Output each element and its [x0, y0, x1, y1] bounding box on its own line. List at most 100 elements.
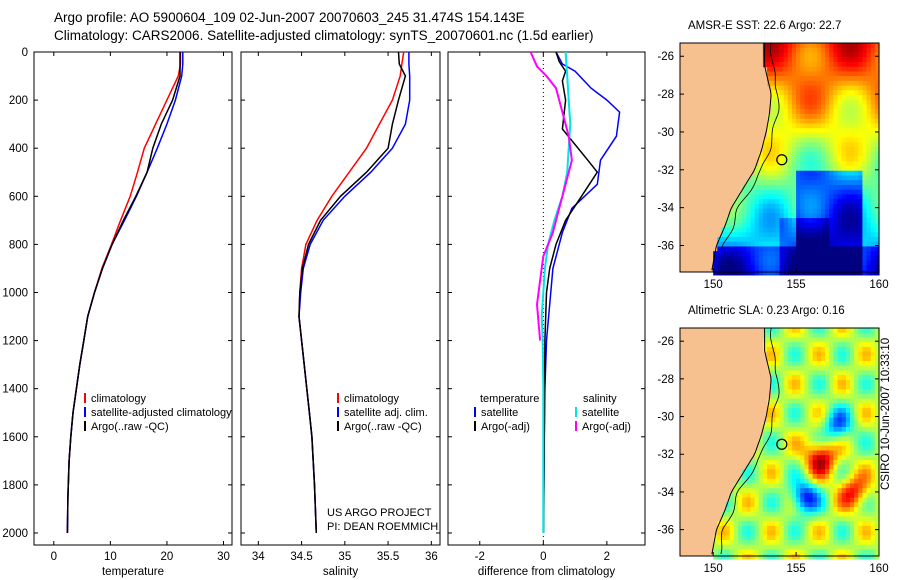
map-cell — [849, 398, 855, 404]
map-cell — [870, 393, 876, 400]
map-cell — [845, 227, 851, 233]
map-cell — [858, 118, 864, 125]
map-cell — [812, 246, 818, 252]
map-cell — [812, 147, 818, 153]
map-cell — [841, 360, 847, 367]
map-cell — [750, 213, 756, 219]
map-cell — [829, 384, 834, 390]
map-cell — [771, 351, 776, 357]
map-cell — [820, 137, 826, 143]
map-cell — [767, 128, 772, 134]
map-cell — [854, 85, 859, 91]
map-cell — [779, 113, 785, 120]
map-cell — [820, 232, 826, 238]
map-cell — [775, 483, 781, 489]
map-cell — [758, 554, 764, 560]
map-cell — [874, 246, 880, 252]
map-cell — [758, 255, 764, 262]
map-cell — [862, 342, 868, 348]
map-cell — [812, 445, 818, 452]
map-cell — [804, 365, 810, 371]
map-cell — [733, 497, 739, 503]
map-cell — [779, 516, 785, 522]
map-cell — [750, 241, 756, 248]
map-cell — [796, 459, 801, 466]
map-cell — [841, 161, 847, 167]
map-cell — [767, 554, 772, 560]
map-cell — [837, 128, 843, 134]
map-cell — [771, 71, 776, 77]
map-cell — [825, 76, 830, 82]
map-cell — [767, 521, 772, 527]
map-cell — [825, 227, 830, 233]
map-cell — [758, 194, 764, 200]
map-cell — [750, 478, 756, 485]
map-cell — [779, 241, 785, 248]
map-cell — [725, 521, 731, 527]
map-cell — [771, 342, 776, 348]
map-cell — [783, 95, 789, 101]
map-cell — [804, 412, 810, 419]
map-cell — [816, 175, 822, 181]
map-cell — [787, 365, 793, 371]
map-cell — [812, 384, 818, 390]
map-cell — [812, 398, 818, 404]
map-cell — [771, 450, 776, 456]
map-cell — [858, 521, 864, 527]
map-cell — [791, 61, 797, 68]
map-cell — [849, 76, 855, 82]
map-cell — [800, 128, 805, 134]
map-cell — [825, 502, 830, 508]
map-cell — [837, 132, 843, 139]
map-cell — [717, 539, 723, 546]
map-cell — [804, 469, 810, 475]
map-cell — [816, 199, 822, 205]
map-cell — [841, 346, 847, 353]
map-cell — [771, 370, 776, 376]
map-cell — [874, 142, 880, 148]
map-cell — [804, 455, 810, 461]
map-cell — [849, 393, 855, 400]
map-cell — [849, 478, 855, 485]
map-cell — [767, 483, 772, 489]
map-cell — [754, 488, 760, 494]
y-tick-label: 400 — [9, 143, 28, 155]
map-cell — [791, 332, 797, 339]
map-cell — [808, 61, 814, 68]
map-cell — [825, 332, 830, 339]
map-cell — [870, 118, 876, 125]
map-cell — [800, 71, 805, 77]
map-cell — [771, 389, 776, 395]
map-cell — [849, 459, 855, 466]
map-cell — [787, 161, 793, 167]
map-cell — [812, 194, 818, 200]
map-cell — [837, 426, 843, 433]
map-cell — [845, 464, 851, 470]
map-cell — [829, 260, 834, 266]
map-cell — [783, 450, 789, 456]
float-position-marker — [776, 438, 788, 450]
map-cell — [779, 403, 785, 409]
map-cell — [854, 516, 859, 522]
map-cell — [849, 52, 855, 58]
map-cell — [854, 137, 859, 143]
map-cell — [779, 469, 785, 475]
map-cell — [791, 412, 797, 419]
map-cell — [829, 90, 834, 96]
map-cell — [783, 549, 789, 555]
map-cell — [825, 516, 830, 522]
map-cell — [858, 137, 864, 143]
map-cell — [796, 199, 801, 205]
map-cell — [849, 80, 855, 87]
map-cell — [771, 189, 776, 195]
map-cell — [874, 455, 880, 461]
map-cell — [796, 464, 801, 470]
map-cell — [787, 170, 793, 177]
map-cell — [791, 194, 797, 200]
map-cell — [783, 85, 789, 91]
map-cell — [800, 492, 805, 499]
map-cell — [849, 218, 855, 224]
map-cell — [796, 80, 801, 87]
map-cell — [874, 384, 880, 390]
sla-map — [679, 327, 880, 560]
